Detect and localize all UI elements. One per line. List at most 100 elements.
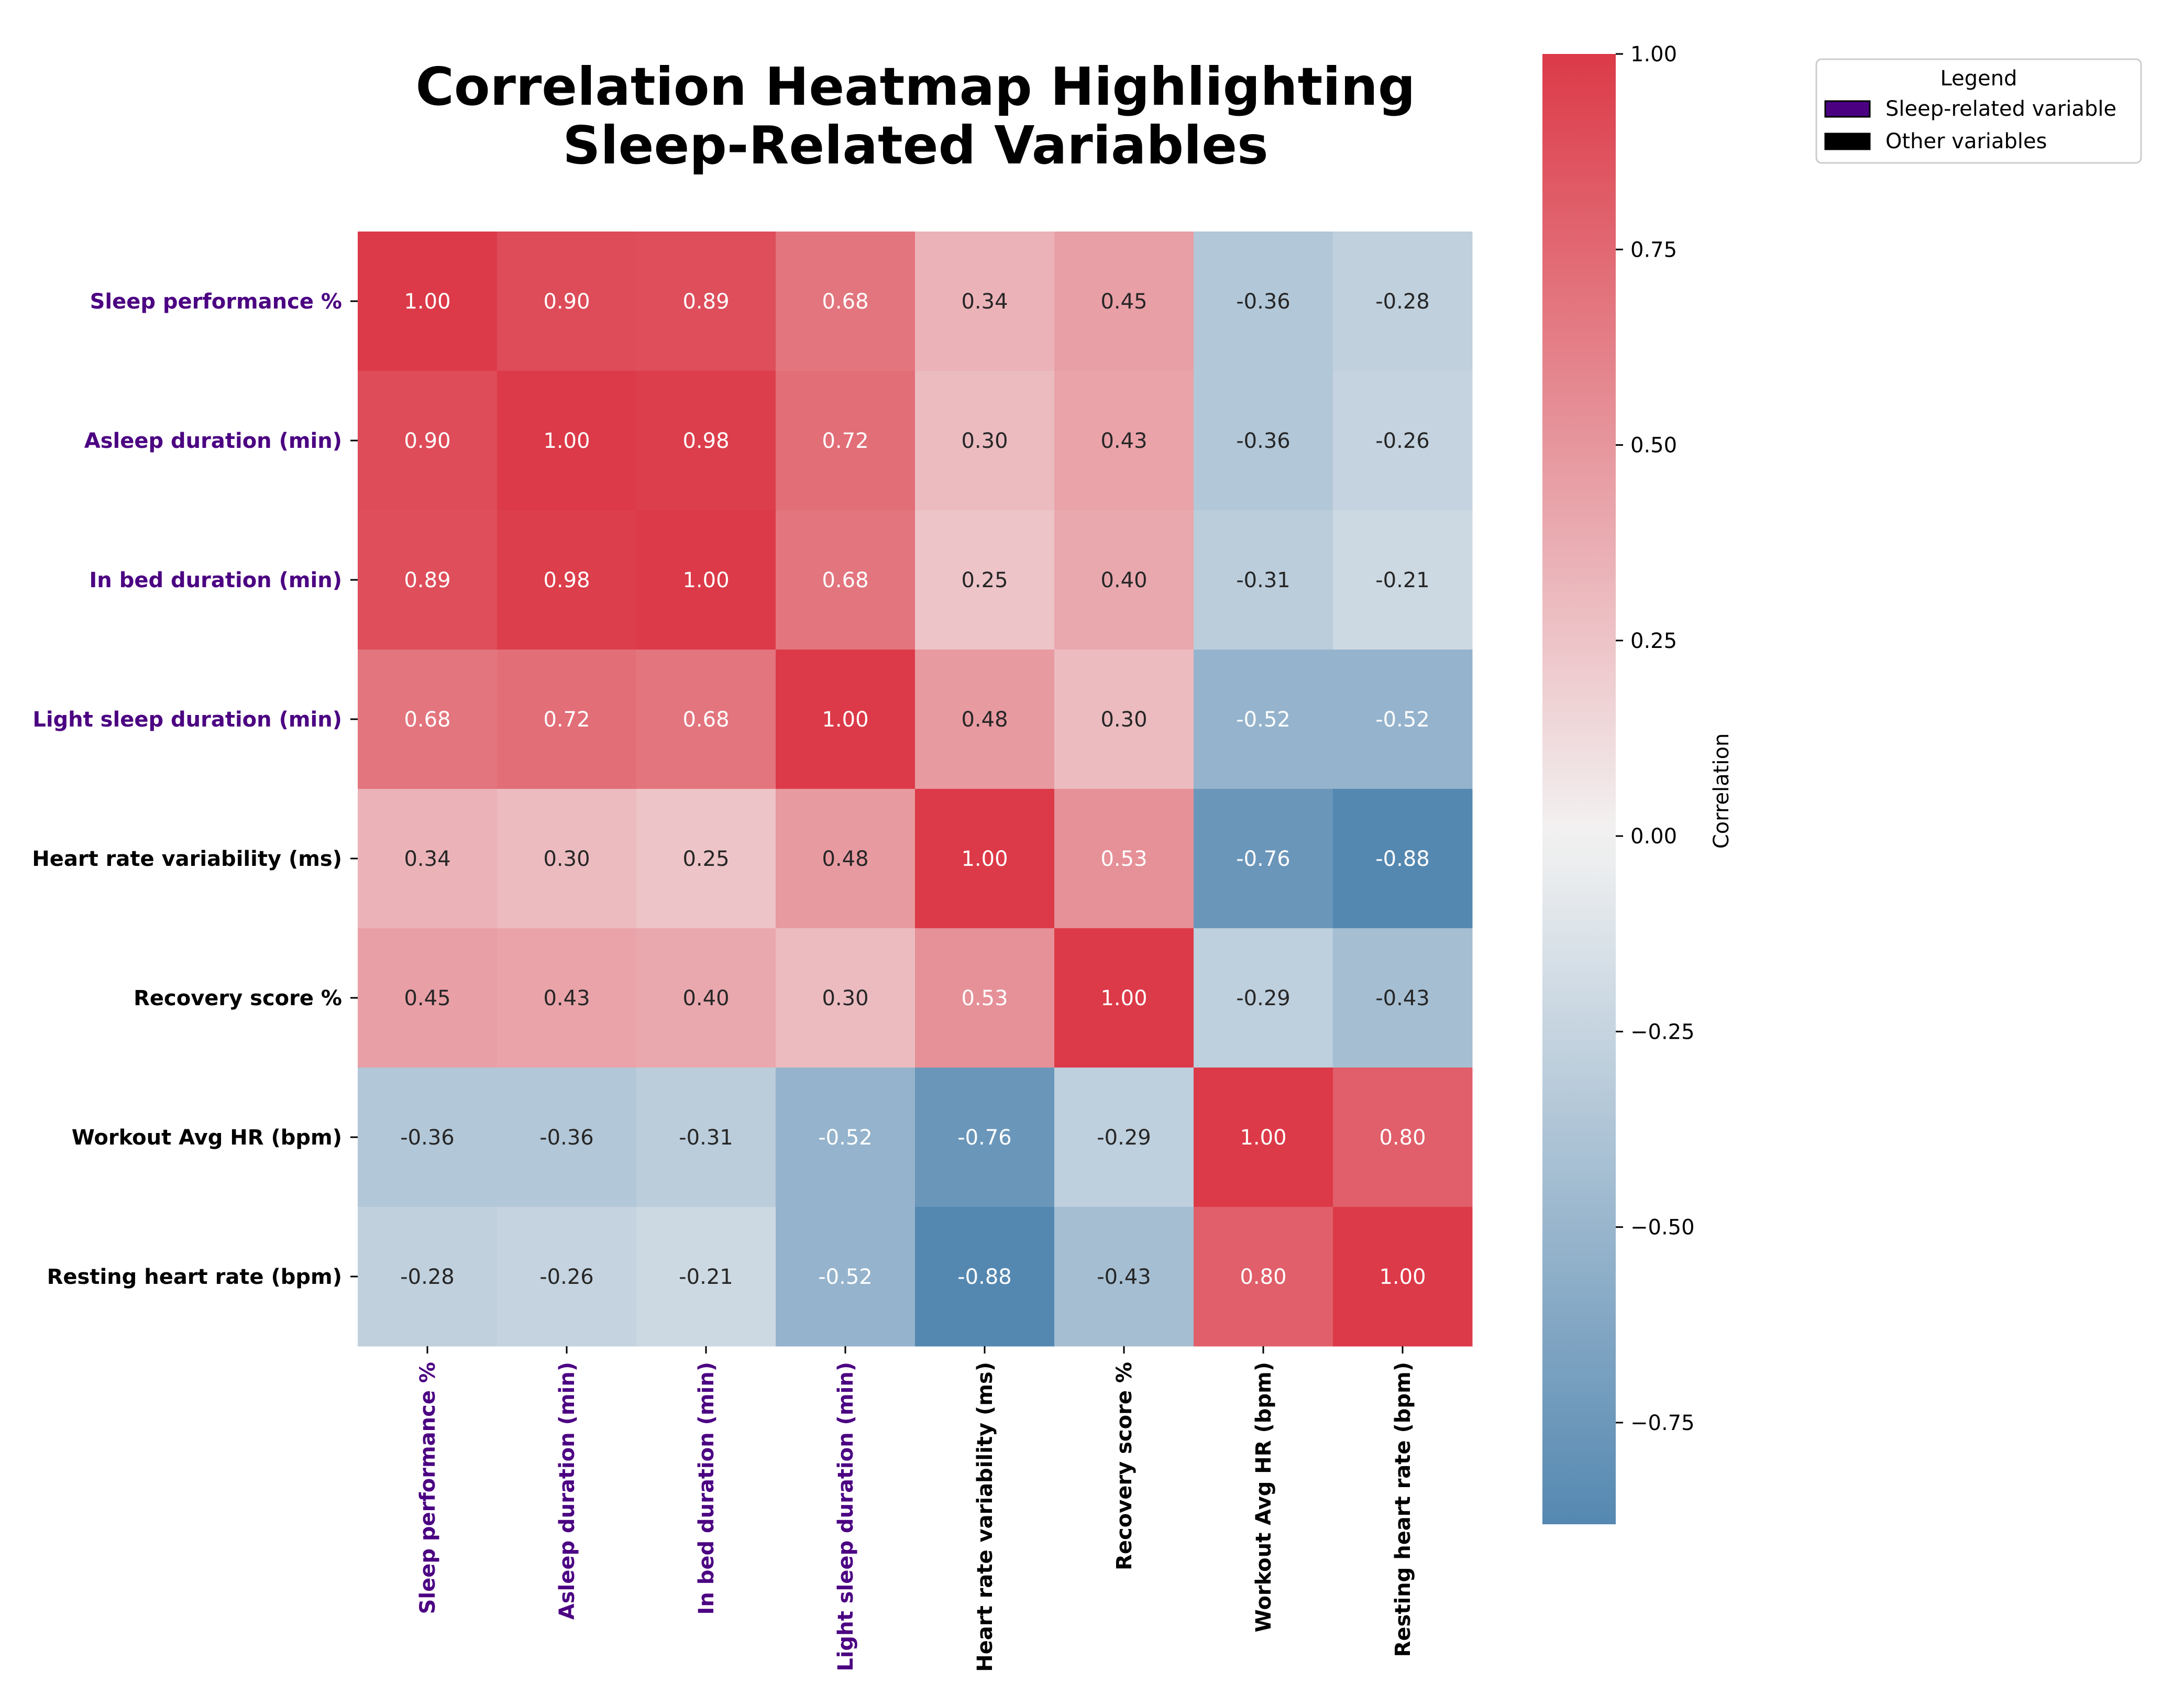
heatmap-cell [1054, 371, 1194, 511]
heatmap-cell [776, 789, 915, 929]
heatmap-cell [636, 232, 776, 371]
cell-value-label: -0.31 [679, 1126, 733, 1150]
cell-value-label: -0.36 [1236, 290, 1290, 314]
colorbar-tick-label: −0.75 [1630, 1411, 1695, 1435]
cell-value-label: -0.52 [1375, 708, 1430, 732]
heatmap-cell [776, 1068, 915, 1207]
cell-value-label: -0.52 [1236, 708, 1290, 732]
heatmap-cell [636, 650, 776, 789]
heatmap-cell [915, 1207, 1055, 1347]
heatmap-cell [1194, 1068, 1333, 1207]
heatmap-cell [497, 1207, 637, 1347]
cell-value-label: 0.43 [1100, 429, 1147, 453]
legend-frame [1815, 58, 2142, 164]
heatmap-cell [497, 789, 637, 929]
heatmap-cell [776, 928, 915, 1068]
heatmap-cell [636, 789, 776, 929]
cell-value-label: -0.43 [1375, 986, 1430, 1010]
y-tick-label: Sleep performance % [90, 290, 342, 314]
colorbar-tick-label: 0.50 [1630, 434, 1677, 458]
y-tick-label: In bed duration (min) [89, 568, 342, 592]
cell-value-label: -0.88 [957, 1265, 1012, 1289]
cell-value-label: 0.53 [961, 986, 1008, 1010]
y-tick-label: Resting heart rate (bpm) [47, 1265, 342, 1289]
heatmap-cell [358, 371, 498, 511]
heatmap-cell [1054, 1207, 1194, 1347]
cell-value-label: -0.52 [818, 1265, 873, 1289]
colorbar-tick-label: 1.00 [1630, 42, 1677, 67]
heatmap-cell [636, 510, 776, 650]
heatmap-cell [1333, 1068, 1473, 1207]
cell-value-label: 0.25 [961, 568, 1008, 592]
heatmap-cell [636, 928, 776, 1068]
cell-value-label: -0.36 [1236, 429, 1290, 453]
x-axis: Sleep performance % Asleep duration (min)… [416, 1346, 1415, 1672]
heatmap-cell [1333, 232, 1473, 371]
heatmap-cell [1333, 510, 1473, 650]
x-tick-label: Asleep duration (min) [555, 1362, 579, 1620]
cell-value-label: 1.00 [404, 290, 450, 314]
cell-value-label: -0.26 [539, 1265, 594, 1289]
cell-value-label: -0.36 [400, 1126, 455, 1150]
cell-value-label: 0.40 [682, 986, 729, 1010]
heatmap-cell [1054, 510, 1194, 650]
cell-value-label: -0.26 [1375, 429, 1430, 453]
cell-value-label: 0.45 [404, 986, 450, 1010]
colorbar-label: Correlation [1709, 733, 1734, 849]
cell-value-label: 1.00 [1100, 986, 1147, 1010]
cell-value-label: 0.90 [543, 290, 590, 314]
heatmap-cell [915, 928, 1055, 1068]
heatmap-cell [1194, 510, 1333, 650]
x-tick-label: Recovery score % [1112, 1362, 1137, 1570]
heatmap-cell [358, 928, 498, 1068]
heatmap-cell [1333, 650, 1473, 789]
colorbar-tick-label: −0.50 [1630, 1216, 1695, 1240]
heatmap-cell [915, 232, 1055, 371]
heatmap-cell [776, 510, 915, 650]
heatmap-cell [1333, 789, 1473, 929]
cell-value-label: 0.30 [543, 847, 590, 871]
cell-value-label: 0.30 [1100, 708, 1147, 732]
cell-value-label: 0.25 [682, 847, 729, 871]
heatmap-cell [1333, 1207, 1473, 1347]
chart-title-line: Sleep-Related Variables [562, 115, 1268, 176]
heatmap-cell [1194, 371, 1333, 511]
cell-value-label: 1.00 [822, 708, 868, 732]
cell-value-label: 1.00 [1240, 1126, 1286, 1150]
cell-value-label: 0.89 [682, 290, 729, 314]
cell-value-label: 0.98 [682, 429, 729, 453]
cell-value-label: -0.29 [1097, 1126, 1151, 1150]
heatmap-cell [1194, 789, 1333, 929]
cell-value-label: -0.52 [818, 1126, 873, 1150]
cell-value-label: -0.36 [539, 1126, 594, 1150]
heatmap-cell [776, 650, 915, 789]
y-axis: Sleep performance % Asleep duration (min)… [32, 290, 358, 1289]
cell-value-label: -0.21 [1375, 568, 1430, 592]
cell-value-label: -0.76 [957, 1126, 1012, 1150]
cell-value-label: 0.48 [822, 847, 868, 871]
x-tick-label: Workout Avg HR (bpm) [1252, 1362, 1276, 1632]
legend-swatch [1824, 133, 1871, 150]
cell-value-label: 1.00 [961, 847, 1008, 871]
cell-value-label: 0.89 [404, 568, 450, 592]
heatmap-cell [1194, 650, 1333, 789]
heatmap-cell [358, 789, 498, 929]
colorbar-tick-label: 0.75 [1630, 238, 1677, 262]
cell-value-label: 0.53 [1100, 847, 1147, 871]
heatmap-cell [497, 928, 637, 1068]
cell-value-label: 0.72 [543, 708, 590, 732]
heatmap-cell [915, 371, 1055, 511]
heatmap-cell [636, 1068, 776, 1207]
colorbar: 1.00 0.75 0.50 0.25 0.00 −0.25 −0.50 −0.75 Corre… [1542, 42, 1734, 1524]
cell-value-label: 0.40 [1100, 568, 1147, 592]
heatmap-cell [915, 650, 1055, 789]
cell-value-label: 0.45 [1100, 290, 1147, 314]
heatmap-cell [1333, 928, 1473, 1068]
heatmap-cell [915, 1068, 1055, 1207]
cell-value-label: -0.43 [1097, 1265, 1151, 1289]
heatmap-cell [358, 650, 498, 789]
chart-title-line: Correlation Heatmap Highlighting [416, 56, 1416, 117]
cell-value-label: -0.28 [1375, 290, 1430, 314]
heatmap-cell [915, 510, 1055, 650]
